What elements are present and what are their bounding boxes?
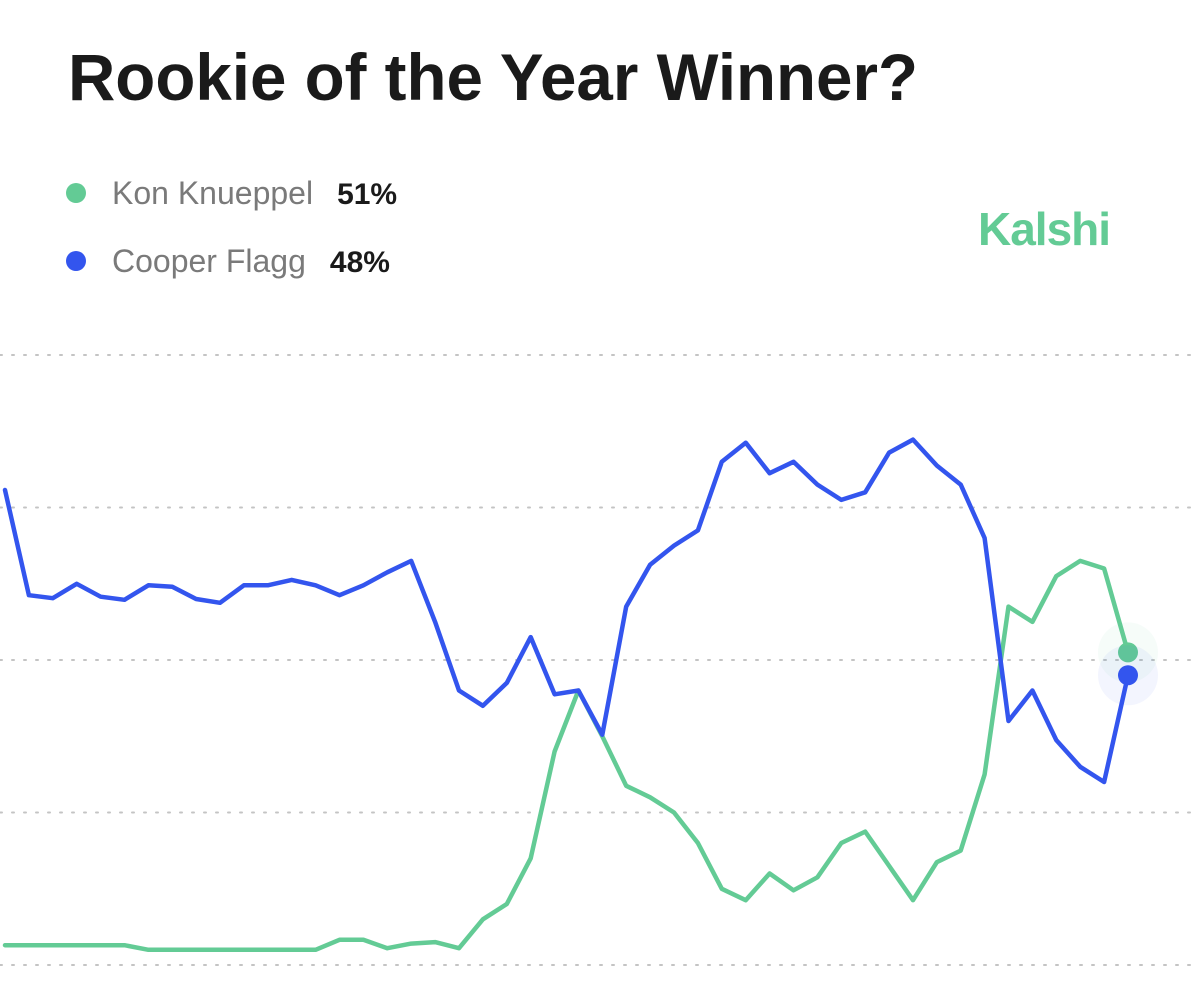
legend-label: Cooper Flagg <box>112 243 306 279</box>
legend-label: Kon Knueppel <box>112 175 313 211</box>
legend-marker <box>66 183 86 203</box>
series-line <box>2 558 1131 953</box>
legend-marker <box>66 251 86 271</box>
end-point <box>1118 642 1138 663</box>
brand-logo: Kalshi <box>978 203 1110 255</box>
end-point <box>1118 665 1138 686</box>
chart-title: Rookie of the Year Winner? <box>68 40 918 114</box>
series-line <box>2 437 1131 785</box>
legend-value: 51% <box>337 178 397 211</box>
legend-value: 48% <box>330 246 390 279</box>
